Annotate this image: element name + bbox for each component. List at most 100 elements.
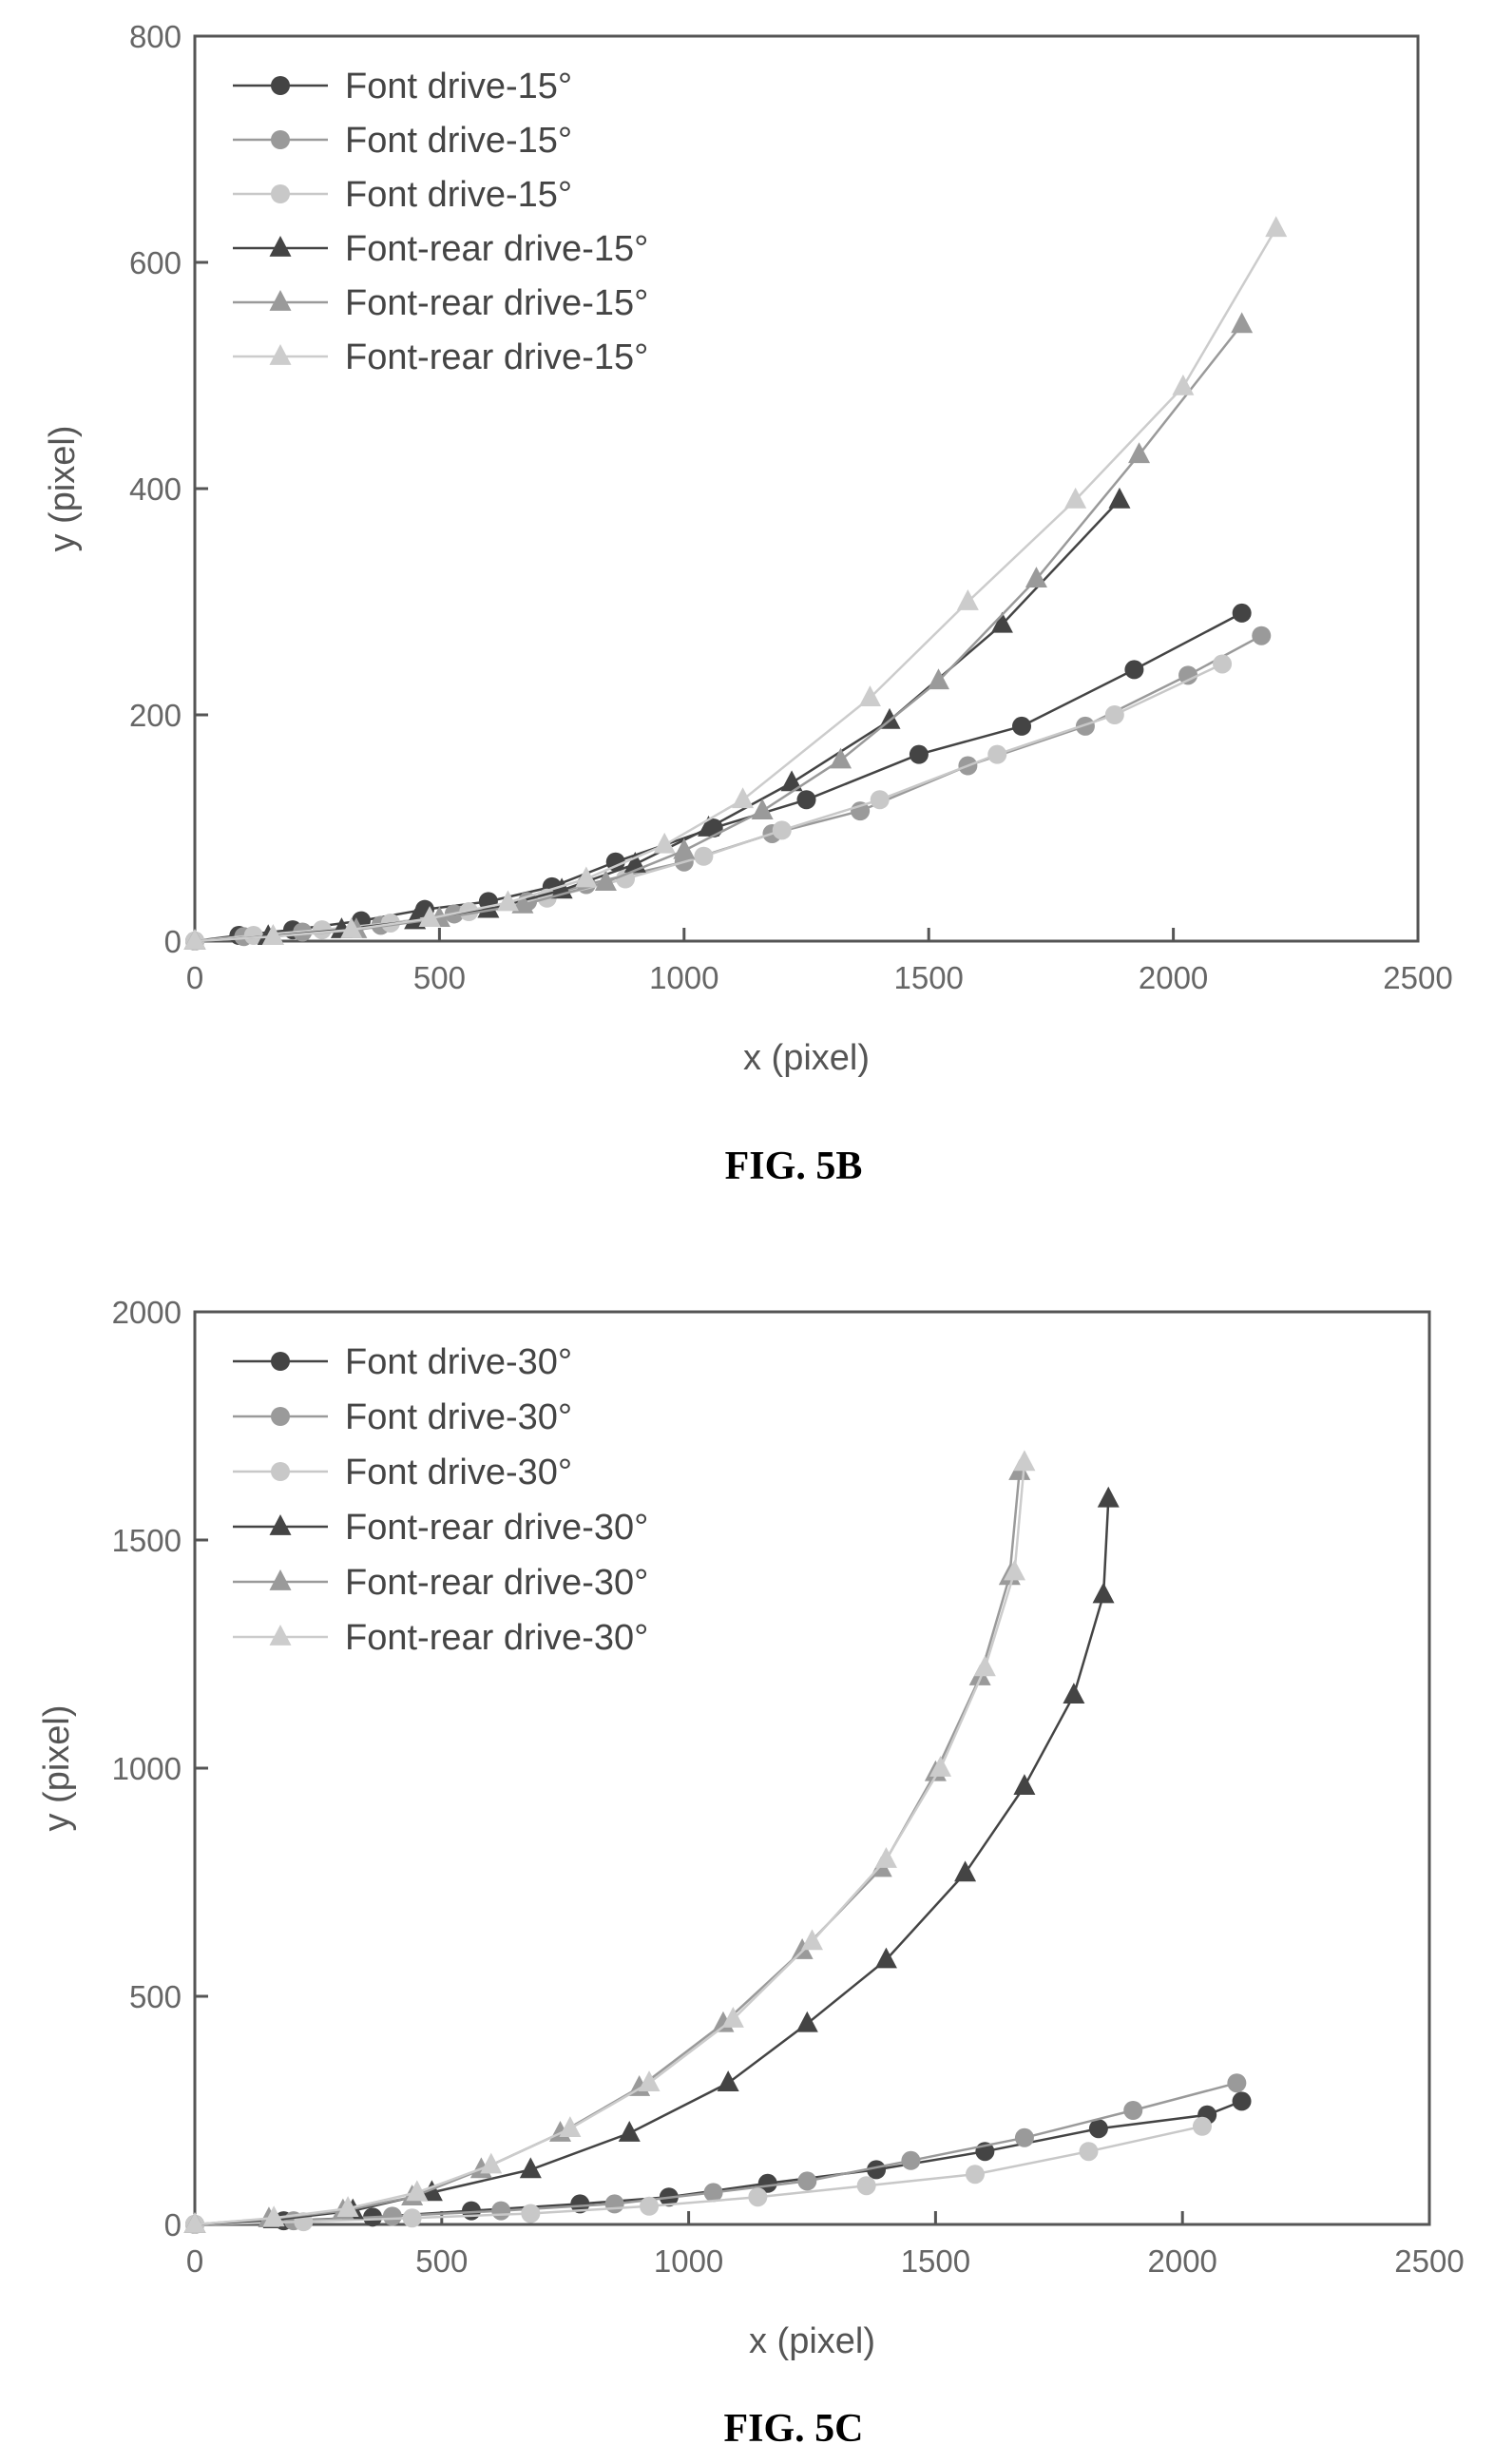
data-point [382,2206,402,2226]
data-point [575,866,598,888]
series-line [194,1462,1026,2226]
x-tick-label: 500 [413,960,466,995]
data-point [1172,374,1195,395]
data-point [870,790,890,810]
x-axis-title: x (pixel) [743,1038,870,1078]
legend-entry: Font drive-30° [233,1342,572,1382]
x-axis-title: x (pixel) [749,2321,875,2361]
legend-entry: Font-rear drive-15° [233,337,648,377]
data-point [653,832,676,854]
data-point [698,815,720,837]
data-point [491,2201,511,2221]
data-point [1013,1774,1036,1796]
data-point [340,917,363,938]
x-tick-label: 2000 [1147,2243,1216,2279]
x-tick-label: 1000 [649,960,718,995]
legend-marker [269,235,292,257]
legend-entry: Font-rear drive-15° [233,229,648,269]
y-tick-label: 1500 [112,1523,182,1558]
data-point [521,2204,541,2223]
data-point [1231,312,1254,334]
y-axis-title: y (pixel) [37,1704,77,1831]
legend-entry: Font-rear drive-30° [233,1508,648,1548]
series-1 [185,603,1252,951]
data-point [638,2070,661,2092]
data-point [874,1846,897,1868]
data-point [858,685,881,706]
y-axis-title: y (pixel) [43,425,83,551]
data-point [1128,442,1151,464]
data-point [1124,660,1144,680]
data-point [874,1947,897,1969]
x-tick-label: 1000 [654,2243,723,2279]
y-tick-label: 0 [164,924,182,959]
data-point [605,852,625,872]
chart-fig-5c: FIG. 5C 0 500 1000 1500 2000 2500 0 500 1000 1500… [37,1295,1465,2451]
legend-marker [269,1513,292,1535]
data-point [721,2006,744,2028]
data-point [262,2205,285,2227]
series-4 [183,1486,1120,2233]
data-point [618,2120,641,2142]
data-point [519,2157,542,2179]
y-tick-label: 0 [164,2207,182,2243]
data-point [570,2194,590,2214]
series-line [194,634,1262,943]
legend-entry: Font-rear drive-30° [233,1563,648,1603]
x-tick-label: 2000 [1139,960,1208,995]
data-point [772,820,792,840]
legend-label: Font-rear drive-30° [345,1618,648,1658]
legend-marker [271,1462,290,1481]
data-point [1075,716,1095,736]
x-tick-label: 1500 [893,960,963,995]
legend-marker [269,289,292,311]
data-point [640,2196,660,2216]
y-tick-label: 2000 [112,1295,182,1330]
legend-label: Font drive-15° [345,121,572,161]
data-point [183,2211,206,2233]
data-point [1265,216,1288,238]
data-point [1004,1559,1026,1581]
legend-label: Font drive-30° [345,1453,572,1492]
data-point [987,744,1007,764]
data-point [261,924,284,946]
data-point [1012,716,1032,736]
legend-marker [269,343,292,365]
series-line [194,1498,1110,2226]
data-point [901,2150,921,2170]
legend-entry: Font drive-30° [233,1453,572,1492]
data-point [418,906,441,928]
caption-fig-5c: FIG. 5C [724,2407,864,2451]
data-point [867,2160,887,2180]
legend-marker [271,184,290,203]
legend-entry: Font drive-15° [233,67,572,106]
series-line [194,611,1243,943]
data-point [1097,1486,1120,1508]
data-point [954,1860,977,1882]
data-point [243,926,263,946]
legend-label: Font-rear drive-15° [345,283,648,323]
legend-entry: Font drive-15° [233,175,572,215]
data-point [1178,665,1198,685]
series-line [194,663,1223,943]
data-point [748,2187,768,2207]
y-tick-label: 1000 [112,1751,182,1786]
data-point [496,890,519,912]
series-6 [183,1450,1036,2233]
series-line [194,227,1277,943]
data-point [1232,603,1252,623]
data-point [1252,626,1272,645]
series-line [194,499,1120,943]
legend-marker [271,1407,290,1426]
data-point [1092,1582,1115,1604]
data-point [717,2070,739,2092]
legend-entry: Font-rear drive-30° [233,1618,648,1658]
legend-marker [271,1352,290,1371]
data-point [1232,2091,1252,2111]
data-point [856,2176,876,2196]
data-point [796,790,816,810]
legend-label: Font drive-30° [345,1397,572,1437]
legend-entry: Font drive-15° [233,121,572,161]
data-point [757,2173,777,2193]
